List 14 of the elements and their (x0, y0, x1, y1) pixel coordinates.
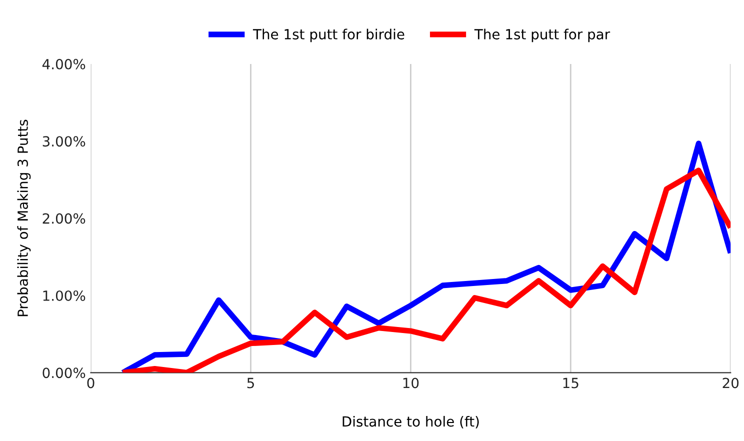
x-tick-label: 5 (247, 378, 254, 388)
x-axis-title: Distance to hole (ft) (342, 416, 479, 428)
y-axis-title: Probability of Making 3 Putts (17, 120, 31, 316)
y-tick-label: 2.00% (42, 213, 86, 224)
x-tick-label: 10 (403, 378, 419, 388)
y-tick-label: 3.00% (42, 136, 86, 147)
x-tick-label: 20 (722, 378, 739, 388)
y-tick-label: 1.00% (43, 290, 86, 301)
x-tick-label: 15 (563, 378, 578, 388)
x-tick-label: 0 (87, 378, 94, 388)
legend-label: The 1st putt for par (474, 28, 610, 42)
y-tick-label: 0.00% (42, 368, 86, 378)
legend-label: The 1st putt for birdie (252, 28, 404, 42)
y-tick-label: 4.00% (42, 58, 86, 70)
